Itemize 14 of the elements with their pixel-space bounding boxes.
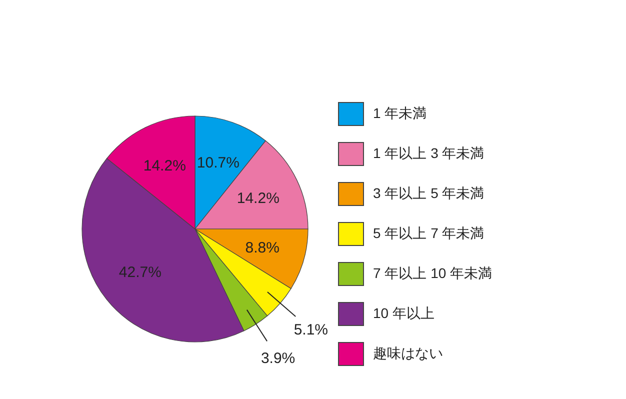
data-label: 10.7%: [196, 154, 240, 172]
data-label: 42.7%: [118, 264, 162, 282]
legend-label: 10 年以上: [373, 305, 434, 323]
legend-label: 1 年未満: [373, 105, 427, 123]
legend-label: 1 年以上 3 年未満: [373, 145, 484, 163]
data-label: 5.1%: [294, 321, 328, 338]
data-label: 14.2%: [236, 190, 280, 208]
data-label: 3.9%: [260, 350, 296, 367]
legend-label: 5 年以上 7 年未満: [373, 225, 484, 243]
legend-label: 7 年以上 10 年未満: [373, 265, 492, 283]
legend-label: 趣味はない: [373, 345, 443, 363]
data-label: 14.2%: [143, 157, 186, 174]
data-label: 8.8%: [245, 240, 280, 257]
legend-label: 3 年以上 5 年未満: [373, 185, 484, 203]
